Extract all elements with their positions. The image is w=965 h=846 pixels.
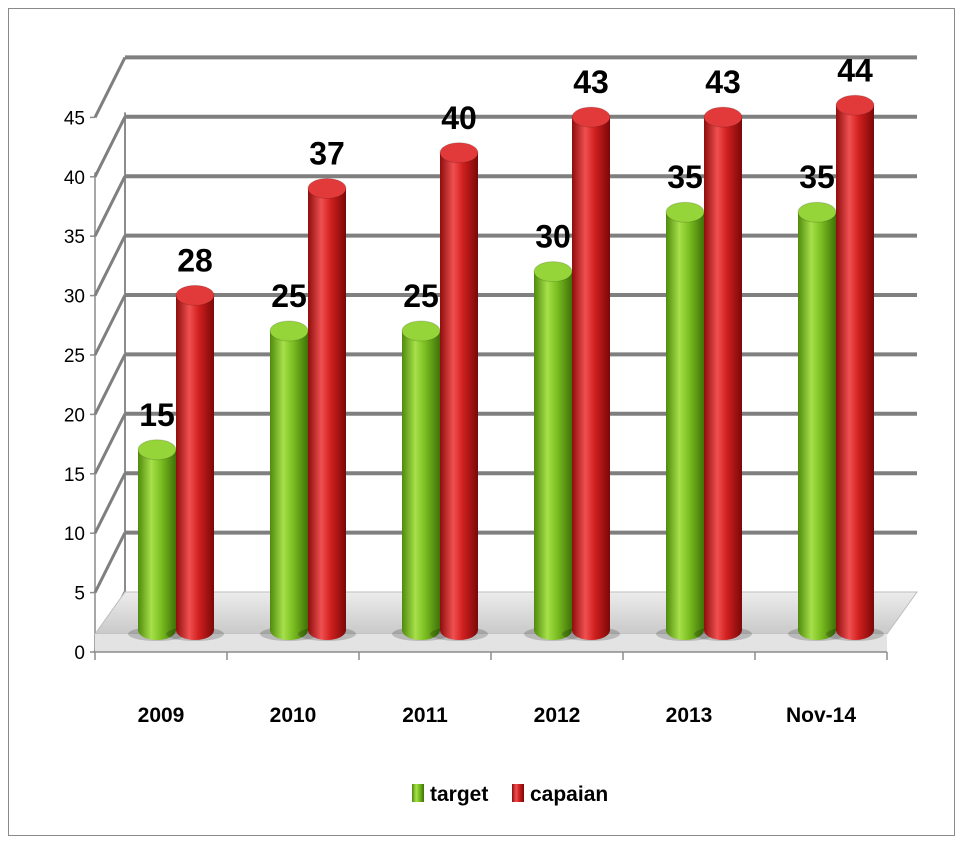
bar-top bbox=[175, 284, 215, 306]
gridline-side bbox=[93, 472, 127, 534]
x-tick-label: 2009 bbox=[138, 704, 185, 727]
bar-top bbox=[533, 261, 573, 283]
bar bbox=[826, 94, 884, 641]
data-label: 37 bbox=[309, 135, 345, 171]
y-tick-label: 40 bbox=[64, 168, 85, 189]
y-tick-label: 45 bbox=[64, 108, 85, 129]
y-tick-label: 0 bbox=[74, 643, 85, 664]
legend-label: target bbox=[430, 783, 488, 806]
bar-body bbox=[534, 271, 572, 640]
x-tick-label: Nov-14 bbox=[786, 704, 856, 727]
chart-frame bbox=[8, 8, 955, 836]
bar-top bbox=[269, 320, 309, 342]
y-tick-label: 10 bbox=[64, 524, 85, 545]
gridline-side bbox=[93, 116, 127, 178]
bar-body bbox=[308, 188, 346, 640]
data-label: 43 bbox=[573, 64, 609, 100]
bar bbox=[166, 284, 224, 641]
gridline-side bbox=[93, 175, 127, 237]
bar-body bbox=[704, 117, 742, 640]
x-tick-label: 2013 bbox=[666, 704, 713, 727]
bar-top bbox=[439, 142, 479, 164]
gridline-side bbox=[93, 531, 127, 594]
bar bbox=[694, 106, 752, 641]
data-label: 15 bbox=[139, 397, 175, 433]
x-tick-label: 2012 bbox=[534, 704, 581, 727]
bar bbox=[788, 201, 846, 641]
legend-swatch bbox=[412, 784, 424, 802]
data-label: 25 bbox=[403, 278, 439, 314]
y-tick-label: 15 bbox=[64, 465, 85, 486]
bar-body bbox=[440, 152, 478, 641]
bar-top bbox=[797, 201, 837, 223]
gridline-side bbox=[93, 294, 127, 356]
bar-top bbox=[571, 106, 611, 128]
bar-top bbox=[307, 177, 347, 199]
data-label: 28 bbox=[177, 242, 213, 278]
gridlines bbox=[93, 55, 917, 653]
bar-body bbox=[798, 212, 836, 640]
bar-body bbox=[666, 212, 704, 640]
y-tick-label: 5 bbox=[74, 584, 85, 605]
bar-top bbox=[665, 201, 705, 223]
legend-swatch bbox=[512, 784, 524, 802]
bars bbox=[128, 94, 884, 641]
x-tick-label: 2010 bbox=[270, 704, 317, 727]
floor-top bbox=[94, 591, 918, 635]
data-labels: 15 25 25 30 35 35 28 37 40 43 43 44 bbox=[139, 52, 873, 433]
data-label: 43 bbox=[705, 64, 741, 100]
bar-top bbox=[401, 320, 441, 342]
bar bbox=[392, 320, 450, 641]
bar bbox=[128, 439, 186, 641]
bar bbox=[524, 261, 582, 641]
bar-body bbox=[402, 331, 440, 640]
data-label: 40 bbox=[441, 100, 477, 136]
bar bbox=[656, 201, 714, 641]
data-label: 30 bbox=[535, 219, 571, 255]
gridline-side bbox=[93, 413, 127, 475]
axes: 0 5 10 15 20 25 30 35 40 45 2009 2010 2011 2012 2013 No… bbox=[64, 108, 888, 727]
bar-body bbox=[836, 105, 874, 640]
gridline-side bbox=[93, 234, 127, 297]
bar-body bbox=[176, 295, 214, 640]
gridline-side bbox=[93, 353, 127, 416]
bar-body bbox=[270, 331, 308, 640]
legend-item-capaian: capaian bbox=[512, 783, 608, 806]
bar bbox=[260, 320, 318, 641]
legend: target capaian bbox=[412, 783, 608, 806]
data-label: 25 bbox=[271, 278, 307, 314]
bar-top bbox=[703, 106, 743, 128]
data-label: 44 bbox=[837, 52, 873, 88]
chart-floor bbox=[94, 591, 918, 652]
gridline-side bbox=[93, 56, 127, 119]
bar-body bbox=[138, 449, 176, 640]
legend-label: capaian bbox=[530, 783, 608, 806]
y-tick-label: 25 bbox=[64, 346, 85, 367]
bar bbox=[430, 142, 488, 641]
x-tick-label: 2011 bbox=[402, 704, 448, 727]
data-label: 35 bbox=[799, 159, 835, 195]
bar-top bbox=[835, 94, 875, 116]
bar-top bbox=[137, 439, 177, 461]
bar bbox=[562, 106, 620, 641]
bar bbox=[298, 177, 356, 641]
legend-item-target: target bbox=[412, 783, 488, 806]
data-label: 35 bbox=[667, 159, 703, 195]
y-tick-label: 30 bbox=[64, 287, 85, 308]
y-tick-label: 20 bbox=[64, 405, 85, 426]
bar-body bbox=[572, 117, 610, 640]
y-tick-label: 35 bbox=[64, 227, 85, 248]
